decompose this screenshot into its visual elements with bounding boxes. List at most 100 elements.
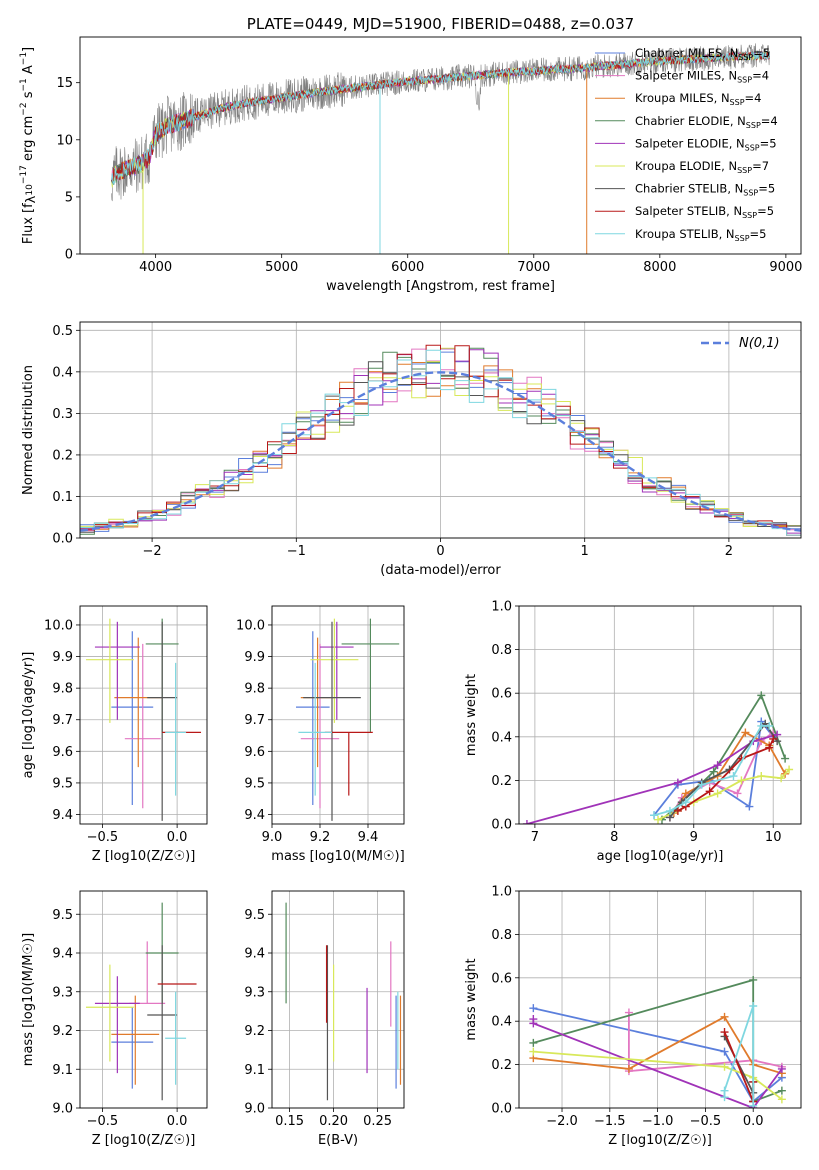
y-tick-label: 9.7 — [244, 713, 265, 728]
legend-label: Salpeter MILES, NSSP=4 — [635, 69, 769, 85]
data-point-marker — [665, 806, 674, 815]
data-point-marker — [709, 767, 718, 776]
series-line — [628, 1012, 783, 1073]
y-tick-label: 1.0 — [491, 885, 512, 900]
legend-label: Kroupa ELODIE, NSSP=7 — [635, 159, 769, 175]
plot-area — [80, 344, 801, 538]
y-tick-label: 0.2 — [491, 1058, 512, 1073]
y-axis-label: mass weight — [464, 958, 479, 1040]
y-tick-label: 9.0 — [244, 1102, 265, 1117]
data-point-marker — [757, 691, 766, 700]
x-tick-label: 0.25 — [363, 1114, 392, 1129]
x-tick-label: −2.0 — [546, 1114, 578, 1129]
x-tick-label: 10 — [765, 830, 782, 845]
y-tick-label: 0.4 — [52, 365, 73, 380]
plot-area — [85, 902, 197, 1101]
y-tick-label: 9.5 — [244, 776, 265, 791]
series-line — [653, 725, 770, 817]
y-axis-label: Flux [fλ10−17 erg cm−2 s−1 A−1] — [19, 47, 39, 244]
data-point-marker — [757, 772, 766, 781]
x-tick-label: 0.20 — [319, 1114, 348, 1129]
y-axis-label: mass [log10(M/M☉)] — [21, 933, 36, 1066]
data-point-marker — [705, 787, 714, 796]
data-point-marker — [720, 1012, 729, 1021]
data-point-marker — [673, 778, 682, 787]
legend-label: Kroupa STELIB, NSSP=5 — [635, 227, 766, 243]
chart-title: PLATE=0449, MJD=51900, FIBERID=0488, z=0… — [247, 15, 634, 33]
y-tick-label: 9.9 — [244, 650, 265, 665]
x-tick-label: −1.5 — [594, 1114, 626, 1129]
errorbar-point-chabrier_stelib — [147, 621, 178, 821]
y-axis-label: mass weight — [464, 674, 479, 756]
data-point-marker — [757, 721, 766, 730]
y-tick-label: 0.2 — [52, 448, 73, 463]
y-tick-label: 9.1 — [52, 1063, 73, 1078]
y-tick-label: 15 — [56, 76, 73, 91]
y-tick-label: 0.1 — [52, 490, 73, 505]
y-tick-label: 10.0 — [236, 618, 265, 633]
errorbar-point-kroupa_elodie — [85, 618, 134, 723]
y-tick-label: 0.6 — [491, 971, 512, 986]
y-tick-label: 0 — [65, 248, 73, 263]
x-tick-label: 9000 — [769, 260, 802, 275]
x-tick-label: 9 — [690, 830, 698, 845]
series-line — [533, 1050, 783, 1101]
x-tick-label: 1 — [581, 544, 589, 559]
errorbar-point-kroupa_stelib — [165, 662, 187, 796]
errorbar-point-salpeter_elodie — [94, 976, 140, 1074]
errorbar-point-kroupa_miles — [114, 637, 163, 768]
panel-age_vs_Z: −0.5 0.0 9.4 9.5 9.6 9.7 9.8 9.9 10.0 Z [log10(Z/… — [21, 605, 208, 864]
x-tick-label: 9.2 — [310, 830, 331, 845]
y-tick-label: 1.0 — [491, 600, 512, 615]
x-tick-label: −2 — [143, 544, 162, 559]
series-line — [673, 731, 786, 814]
plot-area — [529, 975, 786, 1108]
errorbar-point-chabrier_miles — [111, 1007, 154, 1089]
x-axis-label: Z [log10(Z/Z☉)] — [608, 1133, 712, 1148]
data-point-marker — [745, 802, 754, 811]
data-point-marker — [713, 761, 722, 770]
x-axis-label: age [log10(age/yr)] — [597, 849, 724, 864]
y-tick-label: 0.6 — [491, 687, 512, 702]
plot-area — [111, 43, 770, 254]
y-tick-label: 0.3 — [52, 407, 73, 422]
series-kroupa_elodie — [654, 765, 794, 824]
data-point-marker — [737, 776, 746, 785]
y-tick-label: 9.4 — [52, 947, 73, 962]
x-tick-label: 8 — [610, 830, 618, 845]
y-tick-label: 9.8 — [244, 682, 265, 697]
data-point-marker — [681, 789, 690, 798]
y-tick-label: 9.2 — [244, 1024, 265, 1039]
errorbar-point-chabrier_stelib — [303, 621, 361, 821]
x-tick-label: 7 — [531, 830, 539, 845]
y-tick-label: 9.4 — [244, 808, 265, 823]
y-tick-label: 9.4 — [52, 808, 73, 823]
x-axis-label: (data-model)/error — [380, 563, 501, 578]
panel-spectrum: 4000 5000 6000 7000 8000 9000 0 5 10 15 wavelength… — [19, 15, 802, 294]
series-salpeter_elodie — [522, 730, 782, 824]
data-point-marker — [713, 789, 722, 798]
axes-frame — [271, 890, 405, 1109]
y-tick-label: 0.0 — [491, 1102, 512, 1117]
data-point-marker — [681, 798, 690, 807]
errorbar-point-chabrier_miles — [296, 631, 330, 806]
y-tick-label: 0.8 — [491, 643, 512, 658]
data-point-marker — [777, 1086, 786, 1095]
data-point-marker — [749, 1002, 758, 1011]
y-tick-label: 9.0 — [52, 1102, 73, 1117]
axes-frame — [79, 890, 208, 1109]
y-tick-label: 9.5 — [52, 776, 73, 791]
gaussian-curve — [80, 371, 801, 532]
x-axis-label: E(B-V) — [318, 1133, 358, 1148]
x-axis-label: wavelength [Angstrom, rest frame] — [326, 279, 555, 294]
errorbar-point-salpeter_elodie — [320, 621, 354, 720]
data-point-marker — [529, 1004, 538, 1013]
x-tick-label: 0.0 — [167, 1114, 188, 1129]
errorbar-point-salpeter_miles — [129, 941, 166, 1004]
data-point-marker — [777, 1064, 786, 1073]
errorbar-point-chabrier_stelib — [147, 945, 178, 1101]
series-salpeter_stelib — [673, 734, 778, 815]
y-tick-label: 9.7 — [52, 713, 73, 728]
y-tick-label: 9.8 — [52, 682, 73, 697]
